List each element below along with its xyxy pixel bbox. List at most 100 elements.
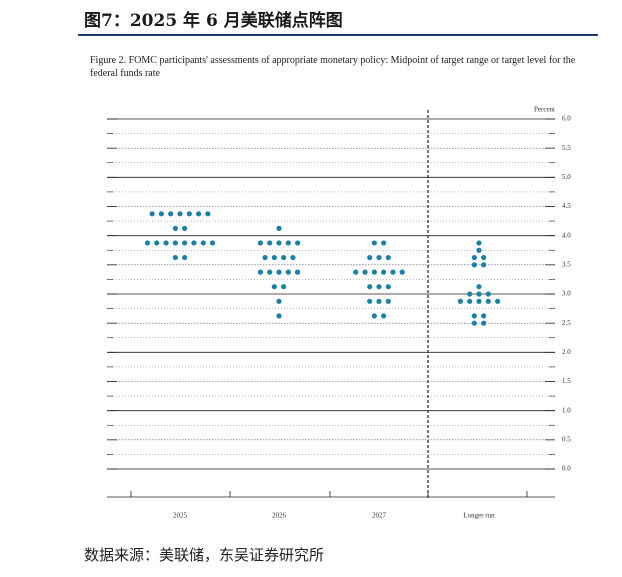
title-rule xyxy=(78,34,598,36)
dot xyxy=(281,284,287,290)
dot xyxy=(186,211,192,217)
dot xyxy=(191,240,197,246)
dot xyxy=(271,284,277,290)
dot xyxy=(481,313,487,319)
y-tick-label: 6.0 xyxy=(562,115,571,123)
dot xyxy=(276,313,282,319)
dot xyxy=(371,240,377,246)
dot xyxy=(471,313,477,319)
dot xyxy=(457,298,463,304)
dot xyxy=(172,240,178,246)
y-tick-label: 1.0 xyxy=(562,406,571,414)
dot xyxy=(200,240,206,246)
dot xyxy=(209,240,216,246)
dot xyxy=(471,262,477,268)
dot xyxy=(262,254,268,261)
dot xyxy=(285,240,291,246)
dot xyxy=(476,291,482,297)
dot xyxy=(385,284,391,290)
dot xyxy=(205,211,211,217)
figure-title: 图7：2025 年 6 月美联储点阵图 xyxy=(84,11,343,31)
dot xyxy=(399,269,405,275)
dot xyxy=(276,240,282,246)
dot xyxy=(371,269,377,275)
dot xyxy=(295,240,301,246)
dot xyxy=(168,211,174,217)
dot xyxy=(471,254,477,261)
dot xyxy=(385,254,391,261)
dot xyxy=(476,284,482,290)
dot xyxy=(381,269,387,275)
y-tick-label: 4.0 xyxy=(562,231,571,239)
dot xyxy=(495,298,501,304)
source-note: 数据来源：美联储，东吴证券研究所 xyxy=(84,546,325,564)
dot xyxy=(172,254,178,261)
dot xyxy=(467,298,473,304)
dot xyxy=(471,320,477,326)
y-tick-label: 2.0 xyxy=(562,348,571,356)
x-tick-label: 2026 xyxy=(272,512,287,520)
y-tick-label: 2.5 xyxy=(562,319,571,327)
dot xyxy=(476,240,482,246)
dot xyxy=(182,254,188,261)
dot xyxy=(267,240,273,246)
dot xyxy=(163,240,169,246)
dot xyxy=(381,313,387,319)
y-tick-label: 3.0 xyxy=(562,290,571,298)
dot xyxy=(257,269,263,275)
dot xyxy=(476,247,482,253)
dot xyxy=(182,240,188,246)
dot xyxy=(367,284,373,290)
chart: Percent 0.0 0.5 1.0 1.5 2.0 2.5 3.0 3.5 4.0 4.5 5.… xyxy=(107,106,571,520)
dot xyxy=(285,269,291,275)
dot xyxy=(276,298,282,304)
x-tick-label: 2027 xyxy=(372,512,387,520)
dot xyxy=(385,298,391,304)
dot xyxy=(376,254,382,261)
dot xyxy=(271,254,277,261)
dot xyxy=(476,298,482,304)
y-tick-label: 5.0 xyxy=(562,173,571,181)
y-tick-label: 0.5 xyxy=(562,435,571,443)
dot xyxy=(376,284,382,290)
dot xyxy=(257,240,263,246)
dot xyxy=(390,269,396,275)
y-tick-label: 5.5 xyxy=(562,144,571,152)
dot xyxy=(149,211,155,217)
dot xyxy=(367,254,373,261)
y-tick-label: 1.5 xyxy=(562,377,571,385)
x-tick-label: 2025 xyxy=(173,512,188,520)
dot xyxy=(371,313,377,319)
dot xyxy=(381,240,387,246)
dot xyxy=(362,269,368,275)
dot xyxy=(276,225,282,231)
dot xyxy=(376,298,382,304)
chart-caption: Figure 2. FOMC participants' assessments… xyxy=(90,55,576,79)
y-tick-label: 4.5 xyxy=(562,202,571,210)
dot xyxy=(154,240,160,246)
dot xyxy=(481,262,487,268)
dot xyxy=(485,298,491,304)
dot xyxy=(267,269,273,275)
dot xyxy=(281,254,287,261)
y-tick-label: 0.0 xyxy=(562,465,571,473)
dot xyxy=(295,269,301,275)
dot xyxy=(182,225,188,231)
dot xyxy=(481,254,487,261)
dot xyxy=(481,320,487,326)
dot xyxy=(367,298,373,304)
dot xyxy=(196,211,202,217)
dot xyxy=(177,211,183,217)
dot xyxy=(172,225,178,231)
dot xyxy=(158,211,164,217)
dot xyxy=(290,254,296,261)
x-tick-label: Longer run xyxy=(463,512,495,520)
y-tick-label: 3.5 xyxy=(562,260,571,268)
dot xyxy=(276,269,282,275)
dot xyxy=(485,291,491,297)
dot xyxy=(353,269,359,275)
dot xyxy=(144,240,151,246)
dot xyxy=(467,291,473,297)
y-axis-label: Percent xyxy=(534,106,555,114)
